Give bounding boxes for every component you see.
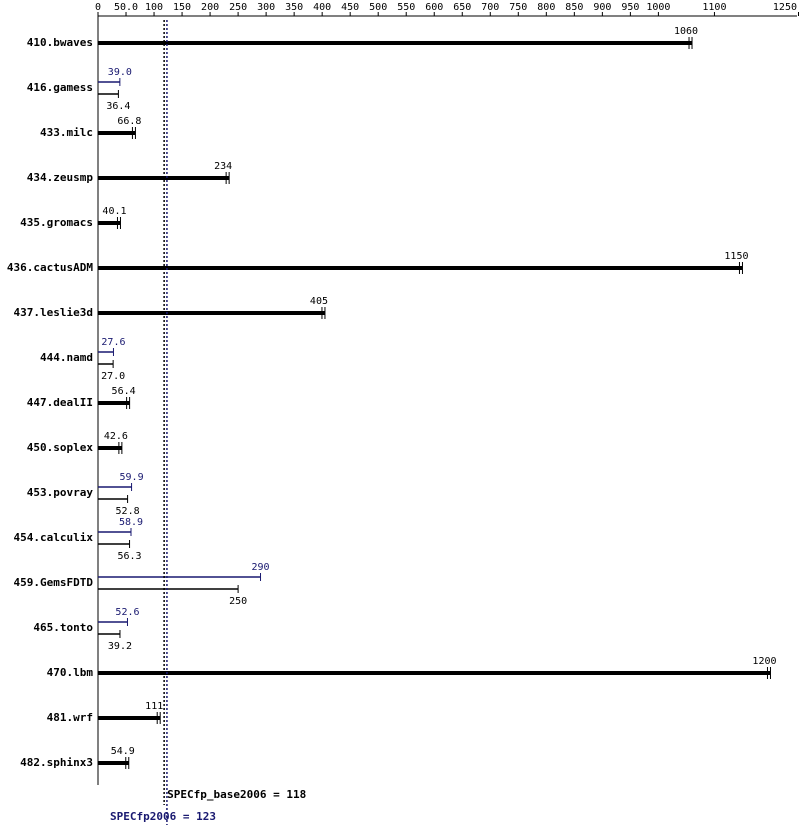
category-label: 435.gromacs [20,216,93,229]
value-label: 39.0 [108,67,132,78]
value-label: 290 [251,562,269,573]
category-label: 444.namd [40,351,93,364]
value-label: 1060 [674,26,698,37]
x-tick-label: 350 [285,2,303,13]
category-label: 447.dealII [27,396,93,409]
value-label: 250 [229,596,247,607]
category-label: 470.lbm [47,666,94,679]
x-tick-label: 850 [565,2,583,13]
category-label: 459.GemsFDTD [14,576,94,589]
category-label: 416.gamess [27,81,93,94]
value-label: 1150 [724,251,748,262]
category-label: 482.sphinx3 [20,756,93,769]
x-tick-label: 400 [313,2,331,13]
category-label: 410.bwaves [27,36,93,49]
reference-label: SPECfp2006 = 123 [110,810,216,823]
x-tick-label: 600 [425,2,443,13]
category-label: 433.milc [40,126,93,139]
category-label: 434.zeusmp [27,171,94,184]
value-label: 52.8 [116,506,140,517]
value-label: 27.0 [101,371,125,382]
value-label: 56.3 [118,551,142,562]
x-tick-label: 0 [95,2,101,13]
reference-label: SPECfp_base2006 = 118 [167,788,306,801]
value-label: 234 [214,161,232,172]
value-label: 111 [145,701,163,712]
x-tick-label: 250 [229,2,247,13]
value-label: 39.2 [108,641,132,652]
x-tick-label: 200 [201,2,219,13]
value-label: 1200 [752,656,776,667]
value-label: 66.8 [117,116,141,127]
x-tick-label: 300 [257,2,275,13]
category-label: 453.povray [27,486,94,499]
category-label: 437.leslie3d [14,306,93,319]
category-label: 436.cactusADM [7,261,93,274]
x-tick-label: 1100 [702,2,726,13]
category-label: 481.wrf [47,711,93,724]
x-tick-label: 900 [593,2,611,13]
x-tick-label: 1250 [773,2,797,13]
category-label: 450.soplex [27,441,94,454]
x-tick-label: 950 [621,2,639,13]
category-label: 454.calculix [14,531,94,544]
value-label: 56.4 [112,386,136,397]
category-label: 465.tonto [33,621,93,634]
x-tick-label: 100 [145,2,163,13]
value-label: 42.6 [104,431,128,442]
x-tick-label: 700 [481,2,499,13]
value-label: 40.1 [102,206,126,217]
value-label: 59.9 [120,472,144,483]
x-tick-label: 450 [341,2,359,13]
x-tick-label: 500 [369,2,387,13]
value-label: 27.6 [101,337,125,348]
x-tick-label: 150 [173,2,191,13]
x-tick-label: 50.0 [114,2,138,13]
x-tick-label: 750 [509,2,527,13]
x-tick-label: 800 [537,2,555,13]
value-label: 52.6 [115,607,139,618]
x-tick-label: 550 [397,2,415,13]
x-tick-label: 1000 [646,2,670,13]
value-label: 36.4 [106,101,130,112]
value-label: 405 [310,296,328,307]
x-tick-label: 650 [453,2,471,13]
value-label: 58.9 [119,517,143,528]
value-label: 54.9 [111,746,135,757]
